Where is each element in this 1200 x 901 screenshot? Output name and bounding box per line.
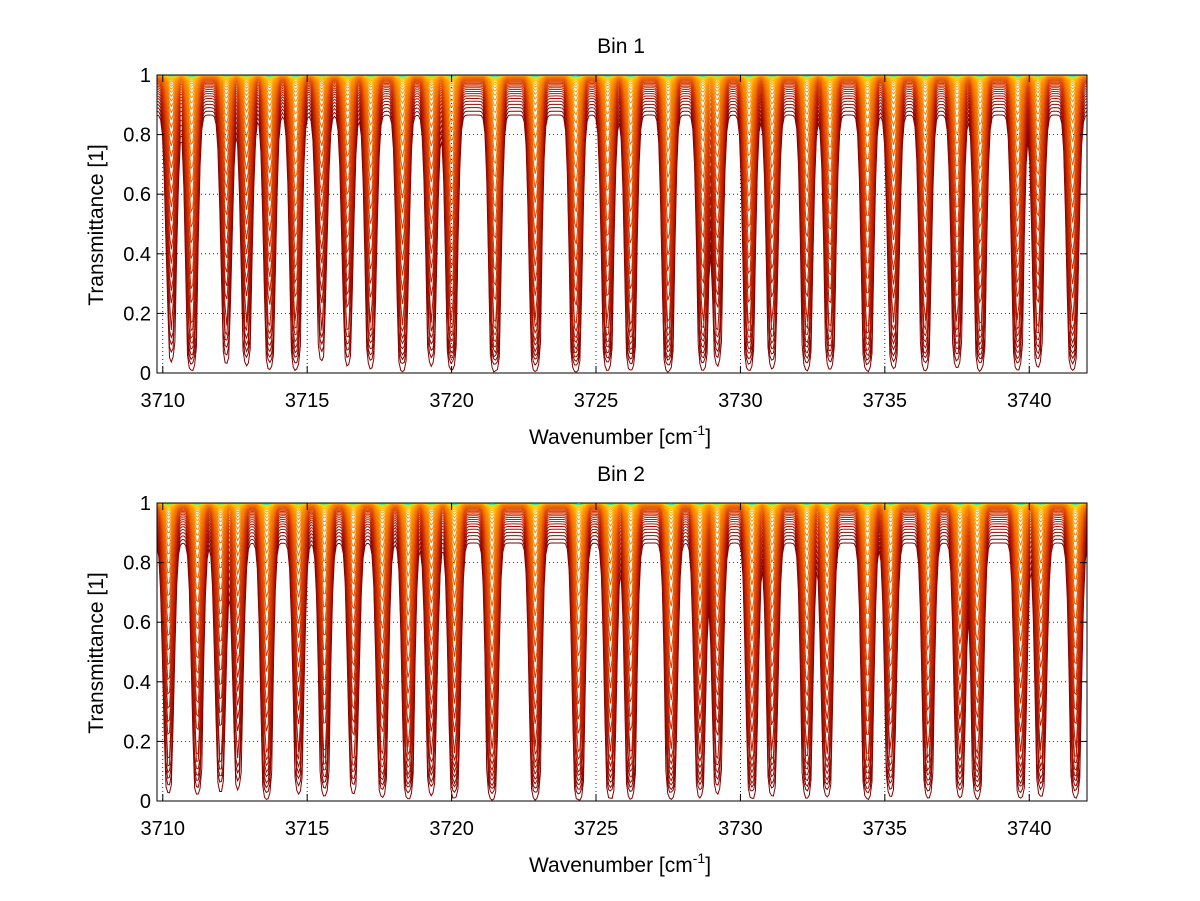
y-axis-ticks: 0 0.2 0.4 0.6 0.8 1 [123, 65, 1087, 385]
y-tick-label: 0.6 [123, 612, 151, 634]
chart-title: Bin 1 [597, 35, 645, 58]
y-tick-label: 0.2 [123, 731, 151, 753]
series-line [156, 508, 1088, 656]
chart-bin-2: Bin 2 3710 3715 3720 3725 3730 3735 3740 00.20… [85, 463, 1088, 877]
x-tick-label: 3730 [718, 390, 763, 412]
x-tick-label: 3710 [141, 390, 186, 412]
y-axis-label: Transmittance [1] [85, 144, 108, 305]
y-tick-label: 0.4 [123, 244, 151, 266]
axes-frame [156, 74, 1088, 374]
y-tick-label: 0 [140, 791, 151, 813]
y-tick-label: 0.2 [123, 303, 151, 325]
x-tick-label: 3735 [863, 390, 908, 412]
series-line [156, 510, 1088, 689]
x-tick-label: 3730 [718, 818, 763, 840]
series-line [156, 505, 1088, 598]
y-tick-label: 1 [140, 65, 151, 87]
plot-area-border [156, 502, 1088, 802]
x-tick-label: 3725 [574, 818, 619, 840]
axes-frame [156, 502, 1088, 802]
y-tick-label: 0.8 [123, 125, 151, 147]
series-line [156, 507, 1088, 640]
x-axis-label: Wavenumber [cm-1] [529, 422, 711, 449]
x-tick-label: 3725 [574, 390, 619, 412]
y-tick-label: 0.8 [123, 553, 151, 575]
series-line [156, 507, 1088, 625]
x-axis-ticks: 3710 3715 3720 3725 3730 3735 3740 [141, 75, 1052, 412]
x-tick-label: 3710 [141, 818, 186, 840]
y-tick-label: 0 [140, 363, 151, 385]
plot-area-border [156, 74, 1088, 374]
x-axis-ticks: 3710 3715 3720 3725 3730 3735 3740 [141, 503, 1052, 840]
y-axis-ticks: 0 0.2 0.4 0.6 0.8 1 [123, 493, 1087, 813]
x-tick-label: 3735 [863, 818, 908, 840]
x-tick-label: 3715 [285, 390, 330, 412]
x-tick-label: 3720 [429, 390, 474, 412]
chart-title: Bin 2 [597, 463, 645, 486]
chart-bin-1: Bin 1 3710 3715 3720 3725 3730 3735 3740 00.20… [85, 35, 1088, 449]
x-tick-label: 3715 [285, 818, 330, 840]
x-axis-label: Wavenumber [cm-1] [529, 850, 711, 877]
x-tick-label: 3740 [1007, 818, 1052, 840]
x-tick-label: 3720 [429, 818, 474, 840]
series-line [156, 509, 1088, 673]
y-tick-label: 0.6 [123, 184, 151, 206]
x-tick-label: 3740 [1007, 390, 1052, 412]
series-line [156, 506, 1088, 612]
y-tick-label: 0.4 [123, 672, 151, 694]
y-axis-label: Transmittance [1] [85, 572, 108, 733]
y-tick-label: 1 [140, 493, 151, 515]
